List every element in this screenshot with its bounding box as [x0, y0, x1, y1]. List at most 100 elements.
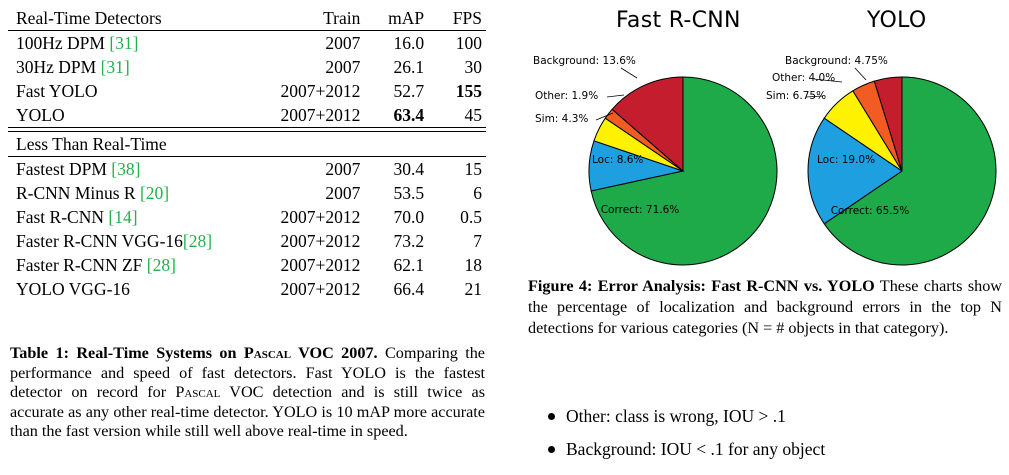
- row-map: 70.0: [393, 207, 425, 227]
- row-method-name: Fast YOLO: [16, 81, 98, 101]
- table-row: 100Hz DPM [31] 2007 16.0 100: [8, 31, 486, 56]
- row-fps: 15: [464, 159, 483, 179]
- table-row: Fast R-CNN [14] 2007+2012 70.0 0.5: [8, 205, 486, 229]
- slice-label: Other: 4.0%: [772, 72, 835, 84]
- table-caption-lead: Table 1: Real-Time Systems on Pascal VOC…: [10, 344, 378, 362]
- row-map: 63.4: [360, 103, 427, 128]
- row-fps: 18: [464, 255, 483, 275]
- header-section-slow: Less Than Real-Time: [8, 131, 486, 157]
- label-leader-line: [854, 67, 867, 81]
- slice-label: Loc: 8.6%: [592, 154, 643, 166]
- label-leader-line: [620, 67, 638, 79]
- slice-label: Background: 4.75%: [785, 55, 888, 67]
- row-map: 16.0: [393, 33, 425, 53]
- row-fps: 155: [455, 81, 482, 101]
- citation-link[interactable]: [20]: [139, 183, 170, 203]
- section2-header-row: Less Than Real-Time: [8, 131, 486, 157]
- row-method-name: 100Hz DPM [31]: [16, 33, 139, 53]
- figure-error-analysis: Fast R-CNN YOLO Correct: 71.6% Loc: 8.6% S…: [520, 0, 1009, 270]
- realtime-rows: 100Hz DPM [31] 2007 16.0 100 30Hz DPM [31] 20…: [8, 31, 486, 128]
- row-method-name: Fast R-CNN [14]: [16, 207, 138, 227]
- label-leader-line: [595, 112, 614, 121]
- row-map: 26.1: [393, 57, 425, 77]
- table-caption: Table 1: Real-Time Systems on Pascal VOC…: [10, 344, 485, 441]
- pie-title-fast-rcnn: Fast R-CNN: [616, 8, 741, 33]
- slice-label: Correct: 65.5%: [831, 205, 910, 217]
- bullet-item: Background: IOU < .1 for any object: [544, 433, 1004, 466]
- header-section-realtime: Real-Time Detectors: [8, 6, 253, 31]
- figure-caption-text: These charts show the percentage of loca…: [528, 277, 1002, 337]
- row-train: 2007+2012: [280, 81, 361, 101]
- pie-title-yolo: YOLO: [867, 8, 927, 33]
- row-train: 2007+2012: [280, 231, 361, 251]
- results-table: Real-Time Detectors Train mAP FPS 100Hz …: [8, 6, 486, 301]
- row-map: 66.4: [393, 279, 425, 299]
- table-row: Fast YOLO 2007+2012 52.7 155: [8, 79, 486, 103]
- table-header-row: Real-Time Detectors Train mAP FPS: [8, 6, 486, 31]
- figure-caption: Figure 4: Error Analysis: Fast R-CNN vs.…: [528, 276, 1002, 339]
- table-row: 30Hz DPM [31] 2007 26.1 30: [8, 55, 486, 79]
- slice-label: Correct: 71.6%: [601, 204, 680, 216]
- bullet-dot: [548, 446, 555, 453]
- row-fps: 0.5: [460, 207, 482, 227]
- row-map: 30.4: [393, 159, 425, 179]
- pie-charts: Correct: 71.6% Loc: 8.6% Sim: 4.3% Other: 1…: [533, 55, 997, 266]
- row-train: 2007+2012: [280, 279, 361, 299]
- row-method-name: R-CNN Minus R [20]: [16, 183, 170, 203]
- figure-caption-lead: Figure 4: Error Analysis: Fast R-CNN vs.…: [528, 277, 875, 295]
- citation-link[interactable]: [28]: [146, 255, 176, 275]
- row-train: 2007+2012: [280, 255, 361, 275]
- table-row: Fastest DPM [38] 2007 30.4 15: [8, 157, 486, 182]
- row-train: 2007+2012: [252, 103, 361, 128]
- pie-slice: [823, 76, 997, 266]
- header-fps: FPS: [426, 6, 486, 31]
- row-fps: 6: [473, 183, 482, 203]
- row-train: 2007: [325, 57, 361, 77]
- pie-slice: [611, 76, 684, 173]
- label-leader-line: [813, 78, 843, 83]
- label-leader-line: [606, 94, 625, 98]
- pie-slice: [873, 76, 903, 172]
- citation-link[interactable]: [28]: [182, 231, 213, 251]
- table-row: R-CNN Minus R [20] 2007 53.5 6: [8, 181, 486, 205]
- row-fps: 21: [464, 279, 483, 299]
- table-row: Faster R-CNN VGG-16[28] 2007+2012 73.2 7: [8, 229, 486, 253]
- table-row: Faster R-CNN ZF [28] 2007+2012 62.1 18: [8, 253, 486, 277]
- row-map: 52.7: [393, 81, 425, 101]
- table-row: YOLO 2007+2012 63.4 45: [8, 103, 486, 128]
- row-train: 2007: [325, 159, 361, 179]
- row-method-name: 30Hz DPM [31]: [16, 57, 130, 77]
- bullet-item: Other: class is wrong, IOU > .1: [544, 400, 1004, 433]
- row-method-name: Faster R-CNN ZF [28]: [16, 255, 176, 275]
- row-method-name: YOLO: [8, 103, 253, 128]
- slow-rows: Fastest DPM [38] 2007 30.4 15 R-CNN Minus R …: [8, 157, 486, 302]
- row-method-name: Fastest DPM [38]: [16, 159, 141, 179]
- slice-label: Other: 1.9%: [535, 90, 598, 102]
- row-method-name: Faster R-CNN VGG-16[28]: [16, 231, 213, 251]
- row-method-name: YOLO VGG-16: [16, 279, 130, 299]
- citation-link[interactable]: [31]: [109, 33, 139, 53]
- row-map: 73.2: [393, 231, 425, 251]
- row-train: 2007+2012: [280, 207, 361, 227]
- row-fps: 100: [455, 33, 482, 53]
- header-map: mAP: [360, 6, 427, 31]
- slice-label: Loc: 19.0%: [817, 154, 875, 166]
- table-row: YOLO VGG-16 2007+2012 66.4 21: [8, 277, 486, 301]
- row-train: 2007: [325, 33, 361, 53]
- row-map: 62.1: [393, 255, 425, 275]
- row-fps: 7: [473, 231, 482, 251]
- bullet-dot: [548, 413, 555, 420]
- slice-label: Sim: 6.75%: [766, 90, 826, 102]
- slice-label: Background: 13.6%: [533, 55, 636, 67]
- row-fps: 45: [426, 103, 486, 128]
- row-map: 53.5: [393, 183, 425, 203]
- citation-link[interactable]: [31]: [100, 57, 130, 77]
- row-fps: 30: [464, 57, 483, 77]
- header-train: Train: [252, 6, 361, 31]
- row-train: 2007: [325, 183, 361, 203]
- citation-link[interactable]: [14]: [108, 207, 138, 227]
- label-leader-line: [805, 95, 824, 98]
- pie-slice: [807, 117, 903, 225]
- citation-link[interactable]: [38]: [111, 159, 141, 179]
- slice-label: Sim: 4.3%: [535, 113, 588, 125]
